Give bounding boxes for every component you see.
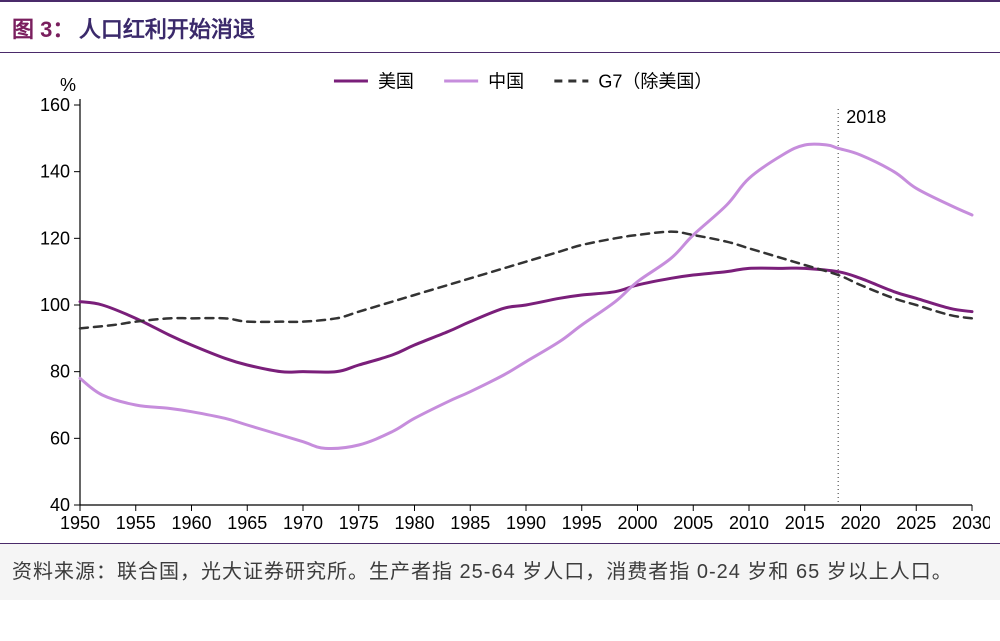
svg-text:2030: 2030 [952,513,990,533]
svg-text:1955: 1955 [116,513,156,533]
svg-text:1985: 1985 [450,513,490,533]
svg-text:1980: 1980 [394,513,434,533]
legend-label-0: 美国 [378,71,414,91]
svg-text:%: % [60,75,76,95]
figure-title-prefix: 图 3： [12,17,74,42]
figure-title-row: 图 3： 人口红利开始消退 [0,0,1000,53]
svg-text:2000: 2000 [617,513,657,533]
line-chart-svg: 40 60 80 100 120 140 160% 1950 1955 1960 1965 1970 1… [10,57,990,543]
figure-container: 图 3： 人口红利开始消退 40 60 80 100 120 140 160% 1950 195… [0,0,1000,641]
svg-text:160: 160 [40,95,70,115]
legend-label-1: 中国 [488,71,524,91]
figure-source-footer: 资料来源：联合国，光大证券研究所。生产者指 25-64 岁人口，消费者指 0-2… [0,543,1000,600]
svg-text:2010: 2010 [729,513,769,533]
legend-label-2: G7（除美国） [598,71,712,91]
svg-text:40: 40 [50,495,70,515]
svg-text:1990: 1990 [506,513,546,533]
svg-text:1995: 1995 [562,513,602,533]
svg-text:1975: 1975 [339,513,379,533]
svg-text:100: 100 [40,295,70,315]
figure-title-text: 人口红利开始消退 [79,17,255,42]
svg-text:1965: 1965 [227,513,267,533]
svg-text:1960: 1960 [171,513,211,533]
svg-text:80: 80 [50,362,70,382]
svg-text:140: 140 [40,162,70,182]
svg-text:2005: 2005 [673,513,713,533]
svg-text:1950: 1950 [60,513,100,533]
svg-text:1970: 1970 [283,513,323,533]
svg-text:60: 60 [50,428,70,448]
svg-text:2025: 2025 [896,513,936,533]
svg-text:2018: 2018 [846,107,886,127]
svg-text:2015: 2015 [785,513,825,533]
chart-area: 40 60 80 100 120 140 160% 1950 1955 1960 1965 1970 1… [0,53,1000,543]
svg-text:120: 120 [40,228,70,248]
svg-text:2020: 2020 [840,513,880,533]
